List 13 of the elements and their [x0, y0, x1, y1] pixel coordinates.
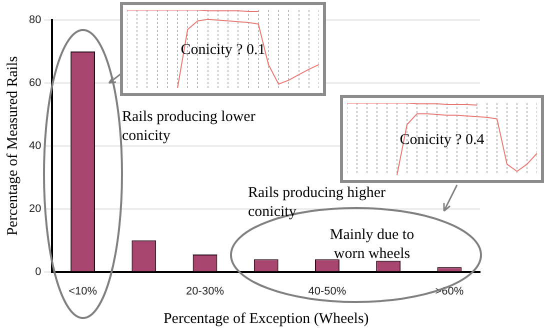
y-tick-label: 40	[28, 140, 42, 152]
y-tick-label: 60	[28, 76, 42, 89]
x-tick-label: <10%	[68, 285, 98, 298]
x-tick-label: 20-30%	[186, 285, 224, 298]
x-axis-title: Percentage of Exception (Wheels)	[163, 310, 369, 327]
y-tick-label: 80	[28, 14, 42, 26]
x-tick-label: 40-50%	[308, 285, 346, 298]
y-tick-label: 0	[35, 266, 42, 278]
y-tick-label: 20	[28, 202, 42, 215]
annotation: Mainly due to worn wheels	[328, 226, 416, 264]
y-axis-title: Percentage of Measured Rails	[4, 56, 21, 236]
annotation: Rails producing lower conicity	[122, 108, 256, 146]
annotation: Rails producing higher conicity	[248, 184, 386, 222]
